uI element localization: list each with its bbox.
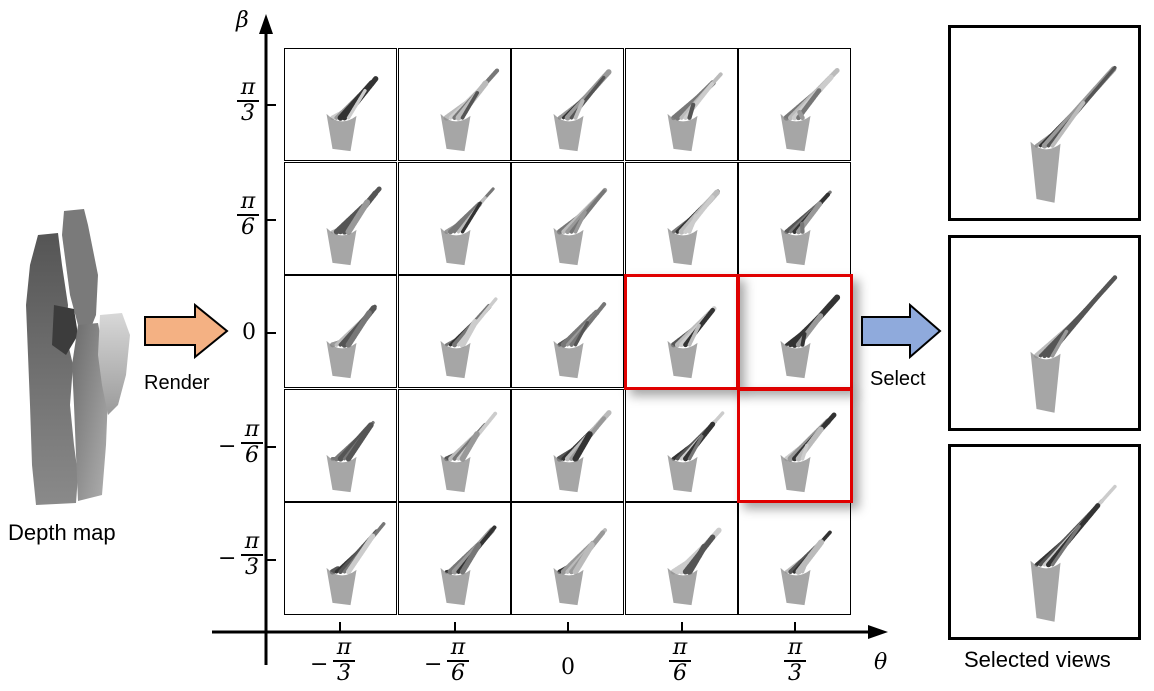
rendered-view-cell bbox=[397, 161, 511, 275]
hand-render bbox=[1030, 484, 1117, 622]
hand-render bbox=[440, 411, 497, 492]
selected-view bbox=[948, 25, 1141, 221]
rendered-view-cell bbox=[624, 388, 738, 502]
rendered-view-cell bbox=[738, 161, 852, 275]
rendered-view-cell bbox=[511, 161, 625, 275]
rendered-view-cell bbox=[738, 275, 852, 389]
render-arrow bbox=[144, 303, 229, 359]
rendered-view-cell bbox=[284, 502, 397, 616]
render-label: Render bbox=[144, 372, 210, 394]
hand-render bbox=[780, 294, 841, 379]
hand-render bbox=[440, 186, 495, 265]
hand-render bbox=[1030, 65, 1117, 203]
rendered-view-cell bbox=[284, 275, 397, 389]
rendered-view-cell bbox=[284, 161, 397, 275]
hand-render bbox=[326, 522, 386, 606]
hand-render bbox=[667, 188, 721, 265]
rendered-view-cell bbox=[511, 275, 625, 389]
hand-render bbox=[440, 297, 498, 379]
hand-render bbox=[440, 68, 499, 152]
selected-view bbox=[948, 235, 1141, 431]
hand-render bbox=[780, 68, 840, 152]
rendered-view-cell bbox=[624, 275, 738, 389]
depth-map-image bbox=[26, 209, 130, 505]
selected-cell-highlight bbox=[737, 387, 853, 504]
rendered-view-cell bbox=[511, 388, 625, 502]
rendered-view-cell bbox=[511, 502, 625, 616]
rendered-view-cell bbox=[738, 48, 852, 161]
y-axis-symbol: β bbox=[236, 8, 249, 33]
rendered-view-cell bbox=[397, 388, 511, 502]
hand-render bbox=[667, 411, 725, 492]
hand-render bbox=[553, 69, 612, 152]
rendered-view-cell bbox=[397, 502, 511, 616]
rendered-view-cell bbox=[397, 275, 511, 389]
hand-render bbox=[667, 72, 723, 152]
hand-render bbox=[440, 525, 497, 606]
hand-render bbox=[553, 528, 608, 606]
axes bbox=[212, 14, 888, 665]
rendered-view-cell bbox=[738, 502, 852, 616]
y-tick-label: 0 bbox=[242, 320, 256, 345]
selected-cell-highlight bbox=[737, 274, 853, 390]
hand-render bbox=[326, 304, 378, 379]
hand-render bbox=[553, 409, 613, 492]
hand-render bbox=[667, 527, 722, 606]
rendered-view-cell bbox=[624, 161, 738, 275]
rendered-view-cell bbox=[284, 388, 397, 502]
hand-render bbox=[780, 189, 833, 265]
x-tick-label: 0 bbox=[561, 655, 575, 680]
selected-views-caption: Selected views bbox=[964, 647, 1111, 672]
rendered-view-cell bbox=[624, 48, 738, 161]
rendered-view-cell bbox=[738, 388, 852, 502]
x-axis-symbol: θ bbox=[874, 650, 888, 675]
rendered-view-cell bbox=[511, 48, 625, 161]
hand-render bbox=[326, 75, 379, 152]
hand-render bbox=[1030, 275, 1118, 413]
rendered-view-cell bbox=[284, 48, 397, 161]
hand-render bbox=[667, 306, 717, 379]
depth-map-caption: Depth map bbox=[8, 520, 116, 545]
selected-view bbox=[948, 444, 1141, 640]
select-label: Select bbox=[870, 368, 926, 390]
rendered-views-grid bbox=[284, 48, 853, 616]
selected-cell-highlight bbox=[623, 274, 740, 390]
hand-render bbox=[780, 412, 837, 492]
hand-render bbox=[780, 530, 833, 606]
select-arrow bbox=[861, 303, 942, 359]
rendered-view-cell bbox=[397, 48, 511, 161]
rendered-view-cell bbox=[624, 502, 738, 616]
hand-render bbox=[553, 187, 608, 265]
hand-render bbox=[553, 302, 607, 379]
hand-render bbox=[326, 420, 375, 492]
hand-render bbox=[326, 186, 382, 265]
